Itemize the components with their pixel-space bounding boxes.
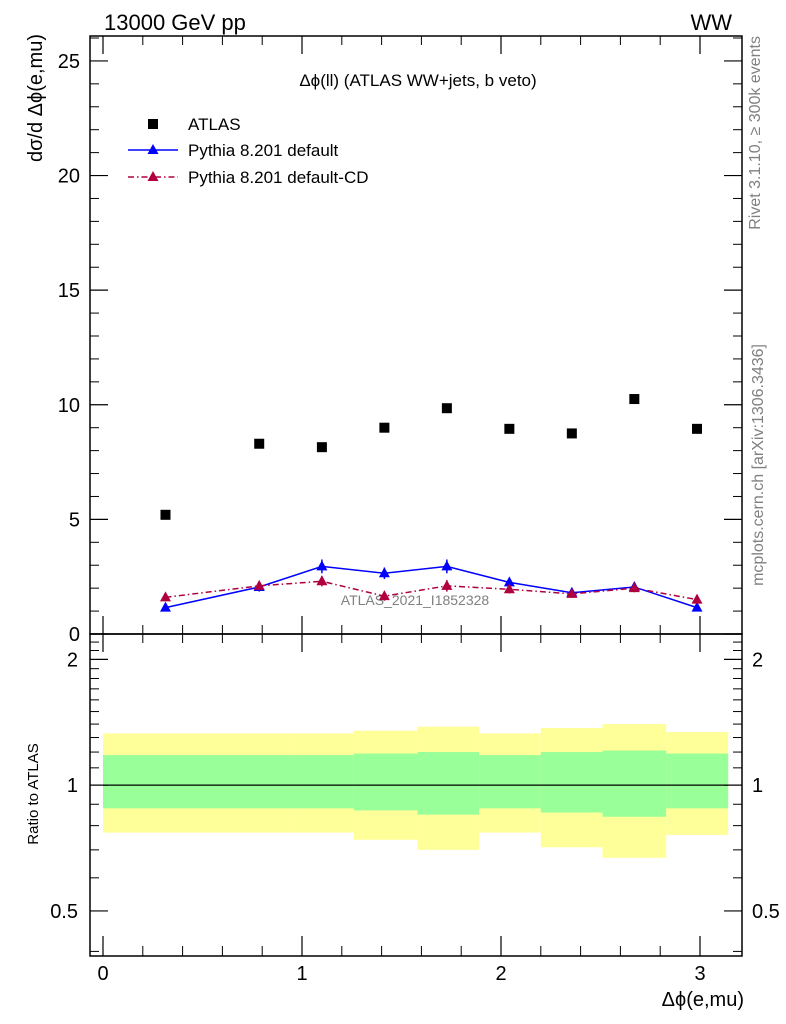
- atlas-data-point: [692, 423, 703, 434]
- atlas-data-point: [160, 509, 171, 520]
- ratio-y-tick-label-right: 1: [752, 775, 763, 797]
- main-y-tick-label: 10: [58, 395, 80, 417]
- ratio-inner-band: [602, 750, 667, 817]
- header-process-label: WW: [690, 10, 732, 35]
- pythia-default-cd-marker: [253, 579, 265, 590]
- analysis-watermark: ATLAS_2021_I1852328: [341, 592, 490, 608]
- pythia-default-cd-marker: [441, 579, 453, 590]
- ratio-y-axis-label: Ratio to ATLAS: [25, 743, 42, 844]
- pythia-default-cd-marker: [566, 587, 578, 598]
- atlas-data-point: [254, 438, 265, 449]
- atlas-data-point: [379, 422, 390, 433]
- pythia-default-cd-marker: [159, 591, 171, 602]
- atlas-data-point: [441, 403, 452, 414]
- legend-atlas-label: ATLAS: [188, 115, 241, 134]
- pythia-default-cd-marker: [628, 582, 640, 593]
- ratio-y-tick-label-right: 2: [752, 649, 763, 671]
- pythia-default-marker: [316, 560, 328, 571]
- x-tick-label: 1: [296, 963, 307, 985]
- x-tick-label: 0: [97, 963, 108, 985]
- pythia-default-marker: [691, 601, 703, 612]
- main-y-tick-label: 5: [69, 509, 80, 531]
- ratio-inner-band: [479, 755, 541, 809]
- ratio-inner-band: [666, 753, 729, 809]
- pythia-default-cd-marker: [691, 593, 703, 604]
- legend: ATLAS Pythia 8.201 default Pythia 8.201 de…: [128, 115, 369, 187]
- pythia-default-cd-marker: [316, 575, 328, 586]
- atlas-data-point: [629, 394, 640, 405]
- pythia-default-marker: [159, 601, 171, 612]
- ratio-inner-band: [540, 752, 603, 813]
- main-panel: ATLAS_2021_I1852328 0 5 10 15 20 25 Δϕ(ll) (A…: [25, 34, 743, 646]
- atlas-data-point: [316, 442, 327, 453]
- main-y-axis-label: dσ/d Δϕ(e,mu): [25, 34, 47, 162]
- rivet-version-label: Rivet 3.1.10, ≥ 300k events: [747, 36, 764, 230]
- ratio-y-tick-label-right: 0.5: [752, 901, 780, 923]
- main-y-tick-label: 15: [58, 280, 80, 302]
- x-axis-label: Δϕ(e,mu): [662, 989, 744, 1011]
- pythia-default-cd-marker: [378, 590, 390, 601]
- pythia-default-marker: [378, 567, 390, 578]
- ratio-inner-band: [353, 753, 418, 811]
- legend-atlas-marker: [148, 119, 158, 129]
- pythia-default-marker: [441, 560, 453, 571]
- ratio-y-tick-label: 0.5: [50, 901, 78, 923]
- atlas-data-point: [566, 428, 577, 439]
- atlas-data-point: [504, 423, 515, 434]
- legend-pythia-default-label: Pythia 8.201 default: [188, 141, 339, 160]
- x-tick-label: 3: [694, 963, 705, 985]
- main-y-tick-label: 20: [58, 166, 80, 188]
- main-plot-title: Δϕ(ll) (ATLAS WW+jets, b veto): [299, 71, 536, 90]
- ratio-inner-band: [103, 755, 293, 809]
- pythia-default-cd-marker: [503, 583, 515, 594]
- ratio-inner-band: [292, 755, 354, 809]
- main-y-tick-label: 0: [69, 624, 80, 646]
- legend-pythia-default-cd-marker: [147, 171, 159, 181]
- header-energy-label: 13000 GeV pp: [104, 10, 246, 35]
- pythia-default-marker: [503, 576, 515, 587]
- legend-pythia-default-cd-label: Pythia 8.201 default-CD: [188, 168, 369, 187]
- mcplots-label: mcplots.cern.ch [arXiv:1306.3436]: [750, 344, 767, 586]
- legend-pythia-default-marker: [147, 144, 159, 154]
- ratio-plot-frame: [89, 633, 743, 957]
- x-tick-label: 2: [495, 963, 506, 985]
- ratio-y-tick-label: 2: [67, 649, 78, 671]
- ratio-y-tick-label: 1: [67, 775, 78, 797]
- ratio-panel: 0.5 0.5 1 1 2 2 0 1 2 3 Ratio to ATLAS Δϕ(e,mu): [25, 633, 780, 1011]
- main-y-tick-label: 25: [58, 51, 80, 73]
- ratio-inner-band: [417, 752, 480, 815]
